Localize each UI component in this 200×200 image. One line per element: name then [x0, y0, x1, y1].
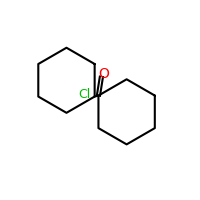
- Text: Cl: Cl: [79, 88, 91, 101]
- Text: O: O: [98, 67, 109, 81]
